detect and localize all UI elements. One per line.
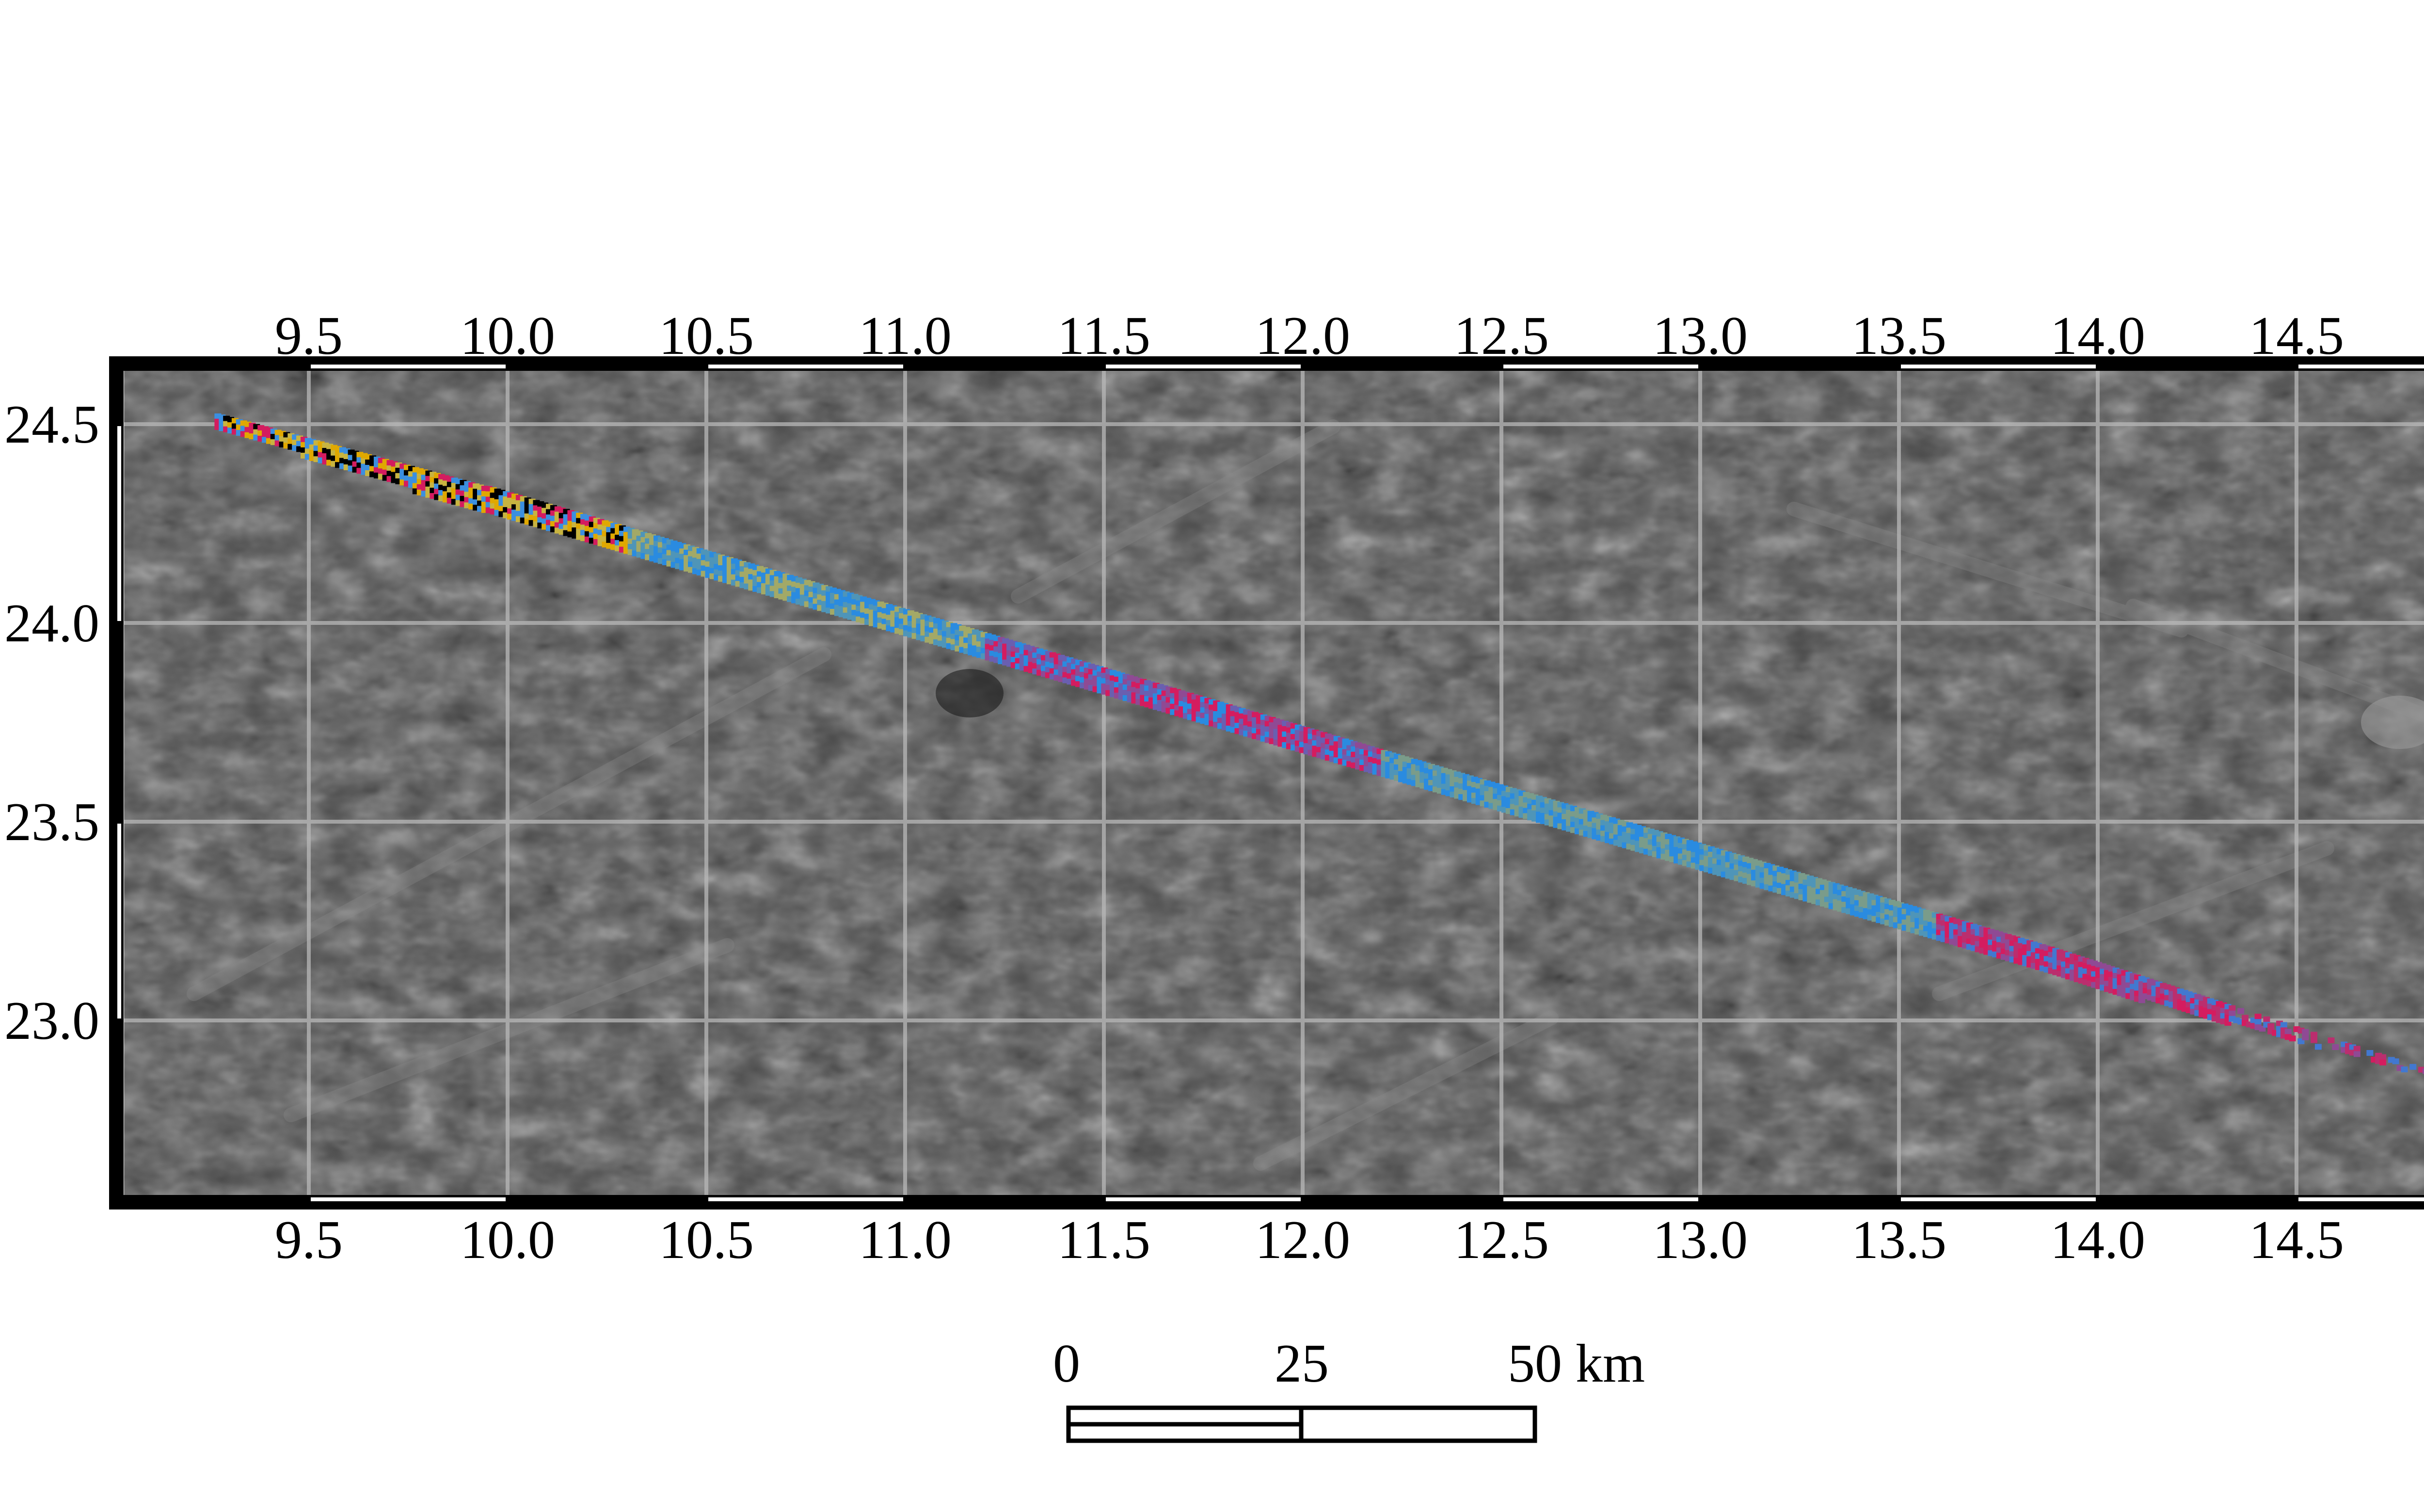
lon-tick-top: 11.5 [1057,306,1150,366]
scale-label-0: 0 [1053,1334,1080,1394]
longitude-labels-bottom: 9.5 10.0 10.5 11.0 11.5 12.0 12.5 13.0 13.5 14.0 1… [275,1210,2344,1270]
lat-tick-left: 24.5 [4,395,99,455]
lon-tick-top: 12.0 [1255,306,1350,366]
lon-tick-bottom: 11.0 [859,1210,952,1270]
lon-tick-top: 13.0 [1653,306,1748,366]
lon-tick-bottom: 11.5 [1057,1210,1150,1270]
lon-tick-bottom: 14.5 [2249,1210,2344,1270]
scale-label-50km: 50 km [1508,1334,1645,1394]
lat-tick-left: 23.0 [4,991,99,1051]
lon-tick-bottom: 13.5 [1851,1210,1946,1270]
lon-tick-bottom: 12.0 [1255,1210,1350,1270]
lon-tick-bottom: 12.5 [1454,1210,1549,1270]
lon-tick-top: 14.0 [2050,306,2145,366]
lat-tick-left: 24.0 [4,593,99,653]
lon-tick-bottom: 10.5 [659,1210,754,1270]
lon-tick-top: 14.5 [2249,306,2344,366]
scale-label-25: 25 [1275,1334,1329,1394]
map-frame [109,356,2424,1210]
lon-tick-top: 10.0 [460,306,555,366]
latitude-labels-left: 24.5 24.0 23.5 23.0 [4,395,99,1051]
lon-tick-bottom: 13.0 [1653,1210,1748,1270]
scale-bar: 0 25 50 km [1053,1334,1645,1443]
lon-tick-top: 10.5 [659,306,754,366]
lon-tick-top: 12.5 [1454,306,1549,366]
lat-tick-left: 23.5 [4,792,99,852]
graticule [124,371,2424,1195]
lon-tick-top: 11.0 [859,306,952,366]
lon-tick-top: 13.5 [1851,306,1946,366]
lon-tick-bottom: 14.0 [2050,1210,2145,1270]
lon-tick-bottom: 10.0 [460,1210,555,1270]
lon-tick-top: 9.5 [275,306,343,366]
band-depth-track [214,413,2424,1074]
lon-tick-bottom: 9.5 [275,1210,343,1270]
longitude-labels-top: 9.5 10.0 10.5 11.0 11.5 12.0 12.5 13.0 13.5 14.0 1… [275,306,2344,366]
